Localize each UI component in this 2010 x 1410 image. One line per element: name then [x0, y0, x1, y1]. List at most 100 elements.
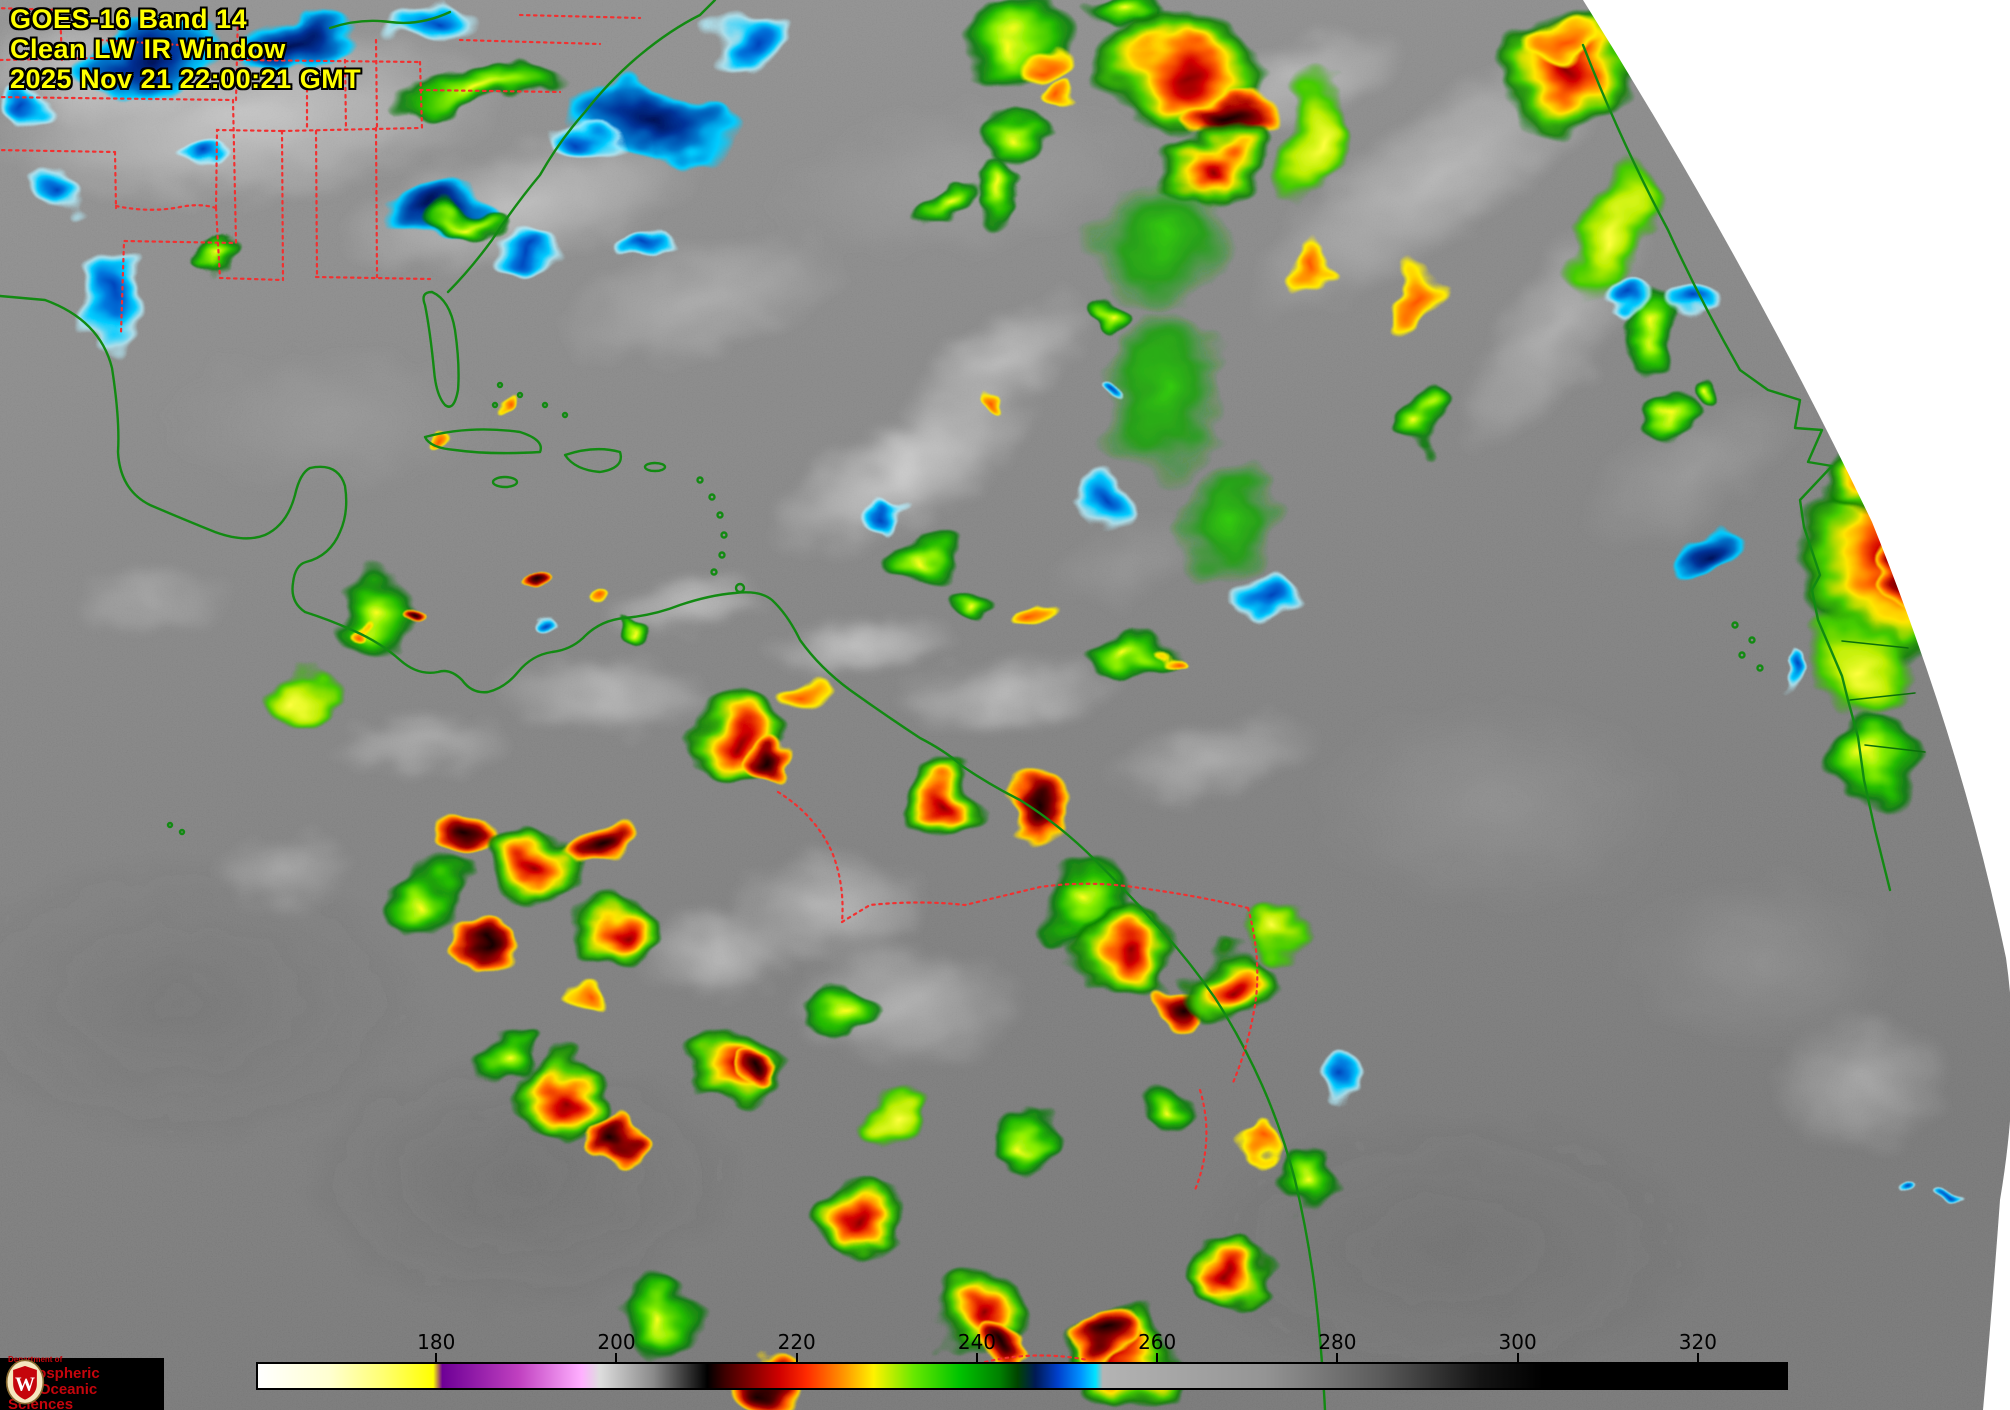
cloud-cell — [450, 916, 514, 972]
satellite-name-label: GOES-16 Band 14 — [10, 4, 248, 34]
colorbar-tick — [1696, 1353, 1699, 1362]
colorbar-tick-label: 220 — [777, 1330, 816, 1354]
cuba-outline — [423, 428, 542, 455]
cloud-cell — [280, 674, 344, 726]
colorbar-tick-label: 320 — [1678, 1330, 1717, 1354]
cloud-cell — [748, 732, 804, 776]
cloud-cell — [860, 506, 900, 534]
cloud-cell — [1785, 646, 1807, 698]
cloud-cell — [804, 982, 880, 1038]
image-title-overlay: GOES-16 Band 14 Clean LW IR Window 2025 … — [10, 4, 361, 94]
africa-border-lines — [1841, 640, 1926, 753]
cloud-cell — [34, 170, 90, 214]
logo-dept-prefix: Department of — [8, 1355, 63, 1364]
cloud-cell — [623, 609, 657, 631]
product-name-label: Clean LW IR Window — [10, 34, 286, 64]
cloud-cell — [190, 245, 234, 271]
cloud-cell — [984, 1112, 1060, 1168]
colorbar-tick — [1516, 1353, 1519, 1362]
cloud-cell — [1157, 639, 1179, 657]
cloud-cell — [1098, 380, 1114, 404]
cloud-cell — [434, 207, 502, 241]
island-dots — [166, 381, 1764, 836]
cloud-cell — [328, 570, 424, 658]
cloud-cell — [567, 79, 737, 165]
cloud-cell — [1274, 1146, 1350, 1210]
south-america-borders — [776, 790, 1259, 1364]
cloud-cell — [179, 136, 231, 164]
florida-coast-line — [422, 0, 717, 408]
cloud-cell — [487, 387, 507, 403]
cloud-cell — [562, 992, 610, 1028]
cloud-cell — [1250, 902, 1314, 958]
cloud-cell — [405, 609, 431, 631]
cloud-cell — [722, 1052, 774, 1096]
cloud-cell — [884, 539, 960, 585]
cloud-cell — [470, 1030, 534, 1086]
cloud-cell — [72, 250, 144, 346]
cloud-cell — [1022, 42, 1074, 82]
cloud-cell — [1046, 80, 1082, 108]
cloud-cell — [1088, 174, 1236, 310]
cloud-cell — [238, 13, 354, 71]
cloud-cell — [551, 112, 625, 160]
cloud-cell — [584, 1112, 640, 1164]
cloud-cell — [386, 63, 570, 109]
cloud-cell — [591, 588, 615, 606]
puerto-rico-outline — [643, 461, 667, 473]
cloud-cell — [1824, 716, 1920, 800]
cloud-cell — [1293, 230, 1327, 294]
gulf-coast-line — [0, 294, 1327, 1410]
colorbar-tick-label: 200 — [597, 1330, 636, 1354]
cloud-cell — [1074, 1314, 1138, 1370]
colorbar-tick — [435, 1353, 438, 1362]
colorbar-tick — [975, 1353, 978, 1362]
cloud-cell — [620, 1280, 704, 1356]
cloud-cell — [1903, 1184, 1923, 1200]
cloud-cell — [514, 1056, 610, 1140]
uw-aos-logo: W Department of Atmospheric and Oceanic … — [0, 1355, 164, 1410]
cloud-cell — [442, 434, 462, 450]
cloud-cell — [1180, 942, 1284, 1034]
cloud-cell — [870, 1092, 934, 1148]
colorbar-tick-label: 240 — [957, 1330, 997, 1354]
cloud-cell — [1093, 296, 1123, 332]
jamaica-outline — [491, 475, 519, 489]
cloud-cell — [1945, 1189, 1967, 1205]
cloud-cell — [620, 232, 676, 264]
hispaniola-outline — [563, 447, 622, 474]
cloud-cell — [1142, 1078, 1210, 1138]
uw-crest-icon: W — [5, 1359, 45, 1405]
cloud-cell — [1080, 464, 1132, 540]
cloud-cell — [972, 158, 1020, 226]
africa-coast-line — [1581, 43, 1892, 892]
colorbar-tick — [795, 1353, 798, 1362]
cloud-cell — [1093, 630, 1177, 674]
cloud-cell — [908, 188, 976, 228]
timestamp-label: 2025 Nov 21 22:00:21 GMT — [10, 64, 362, 94]
cloud-cell — [532, 617, 560, 635]
cloud-cell — [1018, 601, 1058, 631]
cloud-cell — [946, 579, 998, 613]
cloud-cell — [525, 568, 549, 588]
cloud-cell — [704, 16, 792, 68]
colorbar-tick-label: 180 — [417, 1330, 456, 1354]
coastline-layer — [0, 0, 1926, 1410]
lakes-outline — [328, 10, 452, 30]
cloud-cell — [482, 231, 566, 273]
space-limb — [1583, 0, 2010, 1410]
cloud-cell — [1810, 612, 1914, 724]
colorbar-tick — [1156, 1353, 1159, 1362]
cloud-cell — [558, 810, 642, 874]
cloud-cell — [380, 7, 476, 53]
cloud-cell — [1686, 374, 1714, 406]
colorbar-tick — [615, 1353, 618, 1362]
crest-letter: W — [15, 1373, 35, 1395]
cloud-cell — [1314, 1056, 1370, 1100]
cloud-cell — [1598, 284, 1650, 320]
cloud-cell — [982, 108, 1042, 168]
colorbar-tick-label: 300 — [1498, 1330, 1537, 1354]
temperature-colorbar: 180 200 220 240 260 280 300 320 — [256, 1330, 1788, 1390]
cloud-cell — [1668, 526, 1756, 582]
